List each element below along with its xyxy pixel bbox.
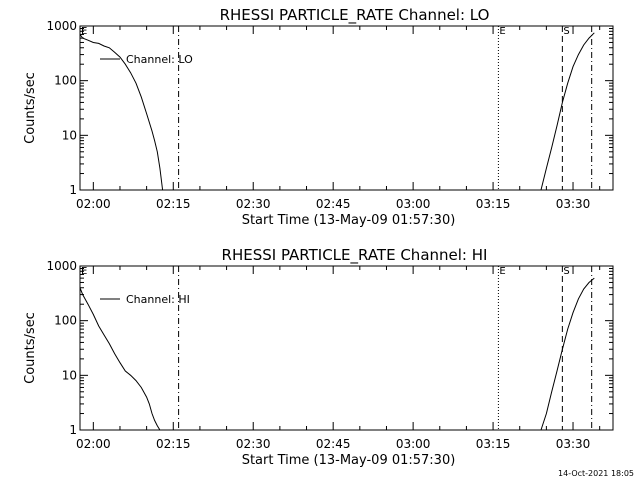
y-axis-label: Counts/sec — [23, 72, 38, 144]
x-tick-label: 03:15 — [476, 437, 511, 451]
y-tick-label: 10 — [62, 368, 77, 382]
chart-title: RHESSI PARTICLE_RATE Channel: HI — [222, 246, 488, 265]
y-tick-label: 1000 — [46, 259, 77, 273]
event-marker-label: E — [81, 26, 87, 37]
timestamp-footer: 14-Oct-2021 18:05 — [558, 469, 634, 478]
rate-series-line — [540, 32, 595, 191]
x-tick-label: 02:15 — [156, 197, 191, 211]
x-tick-label: 02:00 — [76, 197, 111, 211]
x-tick-label: 03:00 — [396, 197, 431, 211]
x-tick-label: 03:30 — [556, 197, 591, 211]
event-marker-label: S — [563, 266, 569, 277]
y-tick-label: 1000 — [46, 19, 77, 33]
chart-panel-hi: RHESSI PARTICLE_RATE Channel: HI Counts/s… — [23, 246, 614, 468]
x-axis-label: Start Time (13-May-09 01:57:30) — [242, 213, 456, 228]
chart-title: RHESSI PARTICLE_RATE Channel: LO — [220, 6, 490, 25]
event-marker-label: E — [81, 266, 87, 277]
y-tick-label: 100 — [54, 74, 77, 88]
event-marker-label: S — [563, 26, 569, 37]
legend-label: Channel: HI — [126, 293, 190, 306]
legend-label: Channel: LO — [126, 53, 193, 66]
rate-series-line — [79, 287, 161, 431]
event-marker-label: E — [499, 26, 505, 37]
y-tick-label: 1 — [69, 183, 77, 197]
x-tick-label: 02:45 — [316, 437, 351, 451]
x-tick-label: 02:15 — [156, 437, 191, 451]
chart-panel-lo: RHESSI PARTICLE_RATE Channel: LO Counts/s… — [23, 6, 614, 228]
y-tick-label: 100 — [54, 314, 77, 328]
x-tick-label: 02:45 — [316, 197, 351, 211]
plot-frame — [79, 265, 614, 431]
rate-series-line — [540, 277, 595, 431]
x-tick-label: 02:00 — [76, 437, 111, 451]
y-tick-label: 1 — [69, 423, 77, 437]
x-axis-label: Start Time (13-May-09 01:57:30) — [242, 453, 456, 468]
x-tick-label: 02:30 — [236, 437, 271, 451]
x-tick-label: 02:30 — [236, 197, 271, 211]
x-tick-label: 03:15 — [476, 197, 511, 211]
x-tick-label: 03:30 — [556, 437, 591, 451]
plot-frame — [79, 25, 614, 191]
y-axis-label: Counts/sec — [23, 312, 38, 384]
rate-series-line — [79, 34, 164, 191]
x-tick-label: 03:00 — [396, 437, 431, 451]
y-tick-label: 10 — [62, 128, 77, 142]
event-marker-label: E — [499, 266, 505, 277]
